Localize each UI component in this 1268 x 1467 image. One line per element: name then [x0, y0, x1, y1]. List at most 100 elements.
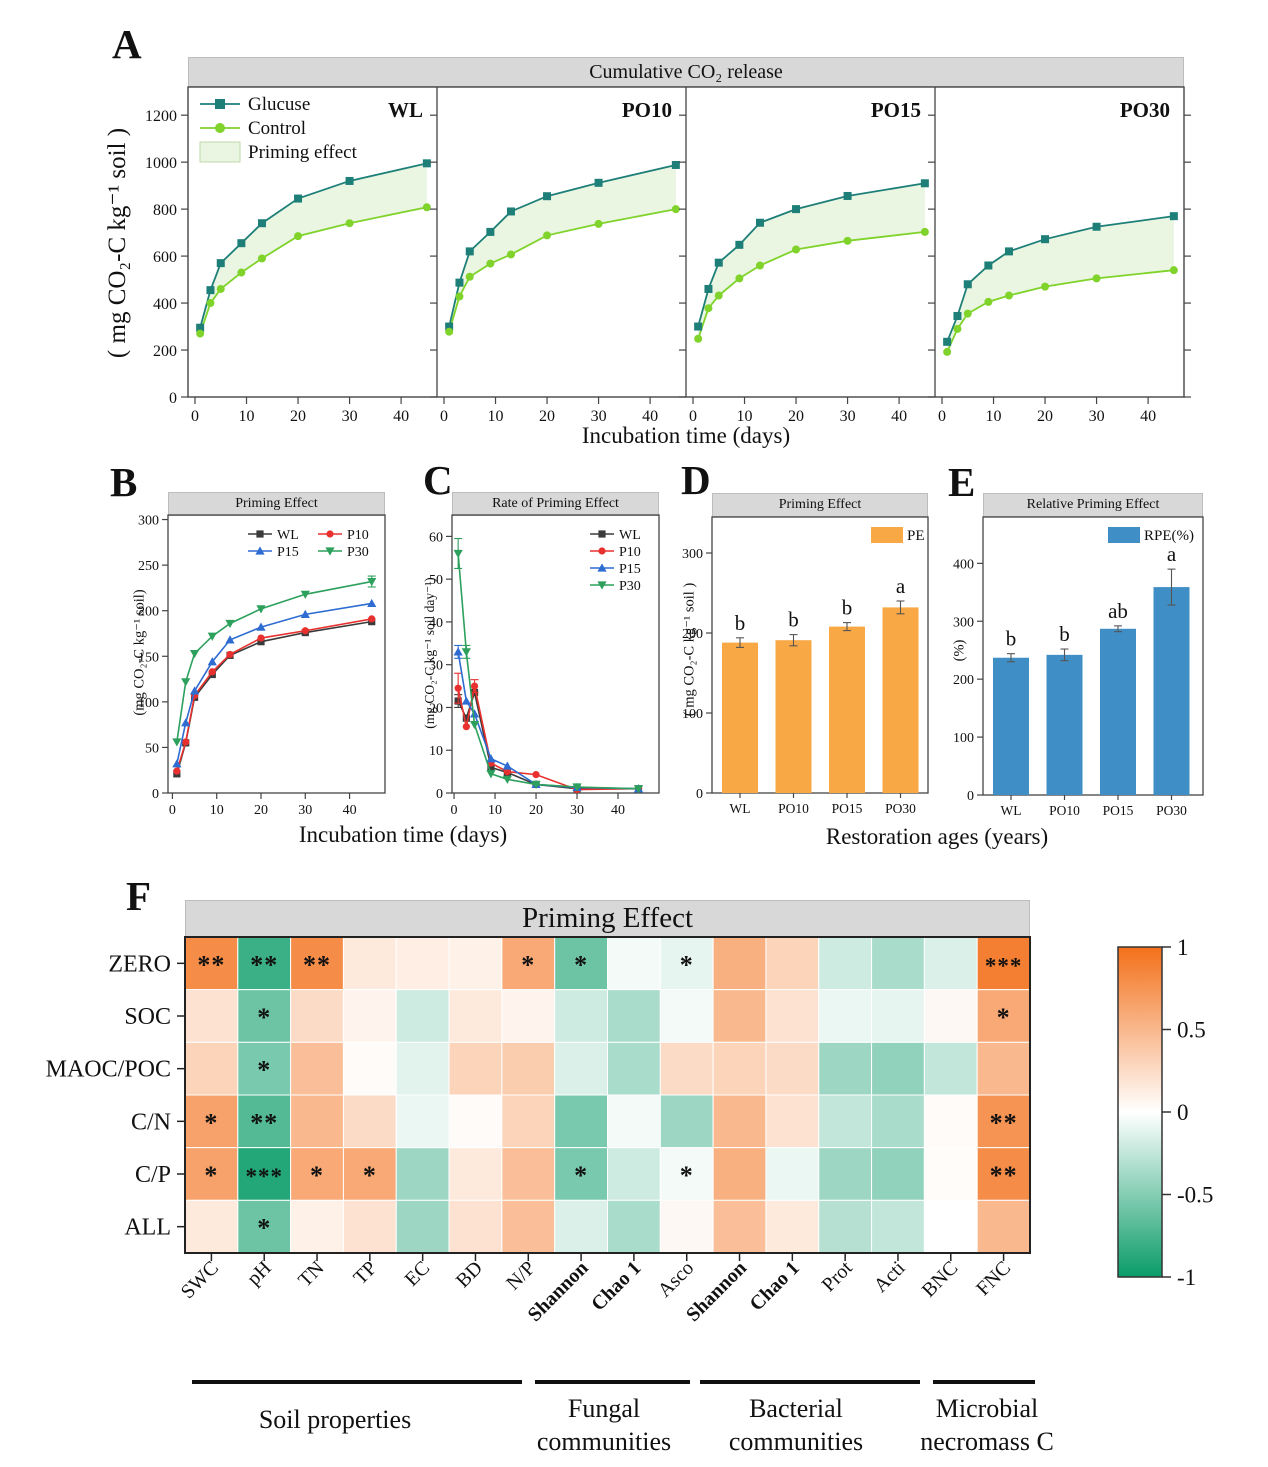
panel-c-title: Rate of Priming Effect: [492, 496, 619, 511]
svg-text:b: b: [788, 608, 799, 632]
group-caption-fungal-communities: Fungal communities: [536, 1394, 672, 1456]
svg-text:PE: PE: [907, 528, 925, 544]
svg-text:P10: P10: [619, 545, 641, 560]
svg-text:1000: 1000: [145, 155, 177, 172]
svg-text:N/P: N/P: [502, 1257, 540, 1295]
panel-b-title: Priming Effect: [235, 496, 318, 511]
svg-text:*: *: [257, 1003, 271, 1032]
svg-text:20: 20: [788, 408, 804, 425]
svg-text:0: 0: [169, 803, 176, 818]
svg-text:150: 150: [138, 650, 159, 665]
svg-text:250: 250: [138, 559, 159, 574]
svg-text:PO30: PO30: [1156, 803, 1187, 818]
svg-text:Chao 1: Chao 1: [587, 1257, 645, 1315]
svg-text:40: 40: [642, 408, 658, 425]
svg-text:TN: TN: [294, 1257, 328, 1291]
svg-text:40: 40: [611, 803, 625, 818]
svg-text:40: 40: [343, 803, 357, 818]
panel-a-title-band: Cumulative CO₂ release: [188, 57, 1184, 87]
svg-text:30: 30: [591, 408, 607, 425]
svg-text:***: ***: [985, 953, 1023, 978]
panel-b-letter: B: [110, 459, 138, 505]
svg-text:WL: WL: [619, 528, 641, 543]
svg-text:10: 10: [429, 744, 443, 759]
svg-text:P30: P30: [619, 579, 641, 594]
svg-text:MAOC/POC: MAOC/POC: [46, 1057, 171, 1083]
svg-text:0: 0: [436, 787, 443, 802]
svg-text:50: 50: [145, 741, 159, 756]
panel-d-letter: D: [681, 457, 711, 503]
svg-text:40: 40: [1140, 408, 1156, 425]
svg-text:20: 20: [529, 803, 543, 818]
svg-text:WL: WL: [388, 98, 423, 122]
svg-text:*: *: [363, 1161, 377, 1190]
panel-f-letter: F: [126, 873, 152, 919]
svg-text:50: 50: [429, 573, 443, 588]
panel-a-x-axis-label: Incubation time (days): [581, 423, 791, 448]
svg-text:600: 600: [153, 249, 177, 266]
svg-text:*: *: [310, 1161, 324, 1190]
svg-text:**: **: [303, 950, 331, 979]
svg-text:Priming effect: Priming effect: [248, 142, 358, 163]
svg-text:*: *: [257, 1056, 271, 1085]
panel-bc-x-axis-label: Incubation time (days): [298, 822, 508, 847]
svg-text:ab: ab: [1108, 599, 1128, 623]
svg-text:b: b: [1006, 627, 1017, 651]
svg-text:Acti: Acti: [870, 1257, 910, 1297]
svg-text:PO10: PO10: [622, 98, 672, 122]
svg-text:a: a: [1167, 542, 1177, 566]
svg-text:60: 60: [429, 530, 443, 545]
svg-text:PO15: PO15: [832, 801, 863, 816]
panel-a-title: Cumulative CO₂ release: [589, 60, 783, 83]
svg-text:**: **: [250, 1108, 278, 1137]
svg-text:0: 0: [938, 408, 946, 425]
svg-text:*: *: [257, 1214, 271, 1243]
svg-text:P10: P10: [347, 528, 369, 543]
svg-text:0: 0: [191, 408, 199, 425]
svg-text:WL: WL: [730, 801, 751, 816]
svg-text:ALL: ALL: [124, 1215, 171, 1241]
group-caption-soil-properties: Soil properties: [258, 1405, 412, 1434]
svg-text:300: 300: [138, 514, 159, 529]
svg-text:10: 10: [488, 408, 504, 425]
svg-text:*: *: [204, 1108, 218, 1137]
svg-text:0: 0: [1177, 1100, 1189, 1125]
svg-text:30: 30: [840, 408, 856, 425]
svg-text:10: 10: [488, 803, 502, 818]
svg-text:BNC: BNC: [918, 1257, 963, 1302]
svg-text:400: 400: [953, 557, 974, 572]
panel-a-letter: A: [112, 21, 142, 67]
svg-text:0: 0: [451, 803, 458, 818]
svg-text:*: *: [574, 950, 588, 979]
svg-text:20: 20: [290, 408, 306, 425]
svg-text:20: 20: [254, 803, 268, 818]
svg-text:Glucuse: Glucuse: [248, 94, 310, 115]
svg-text:b: b: [735, 611, 746, 635]
svg-text:1200: 1200: [145, 108, 177, 125]
svg-text:PO30: PO30: [1120, 98, 1170, 122]
group-caption-bacterial-communities: Bacterial communities: [728, 1394, 864, 1456]
svg-text:0: 0: [152, 787, 159, 802]
svg-text:*: *: [680, 1161, 694, 1190]
svg-text:FNC: FNC: [972, 1257, 1015, 1300]
svg-text:100: 100: [682, 707, 703, 722]
svg-text:a: a: [896, 574, 906, 598]
panel-e-letter: E: [948, 459, 976, 505]
svg-text:Prot: Prot: [818, 1257, 857, 1296]
svg-text:RPE(%): RPE(%): [1144, 528, 1194, 544]
svg-text:0: 0: [689, 408, 697, 425]
svg-text:-0.5: -0.5: [1177, 1183, 1213, 1208]
svg-text:C/P: C/P: [135, 1162, 171, 1188]
svg-text:40: 40: [891, 408, 907, 425]
svg-text:40: 40: [393, 408, 409, 425]
svg-text:BD: BD: [452, 1257, 487, 1292]
svg-text:**: **: [990, 1161, 1018, 1190]
svg-text:PO10: PO10: [778, 801, 809, 816]
svg-text:**: **: [990, 1108, 1018, 1137]
svg-text:b: b: [1059, 622, 1070, 646]
svg-text:0.5: 0.5: [1177, 1018, 1206, 1043]
svg-text:pH: pH: [243, 1257, 276, 1290]
panel-c-letter: C: [423, 457, 453, 503]
svg-text:40: 40: [429, 616, 443, 631]
